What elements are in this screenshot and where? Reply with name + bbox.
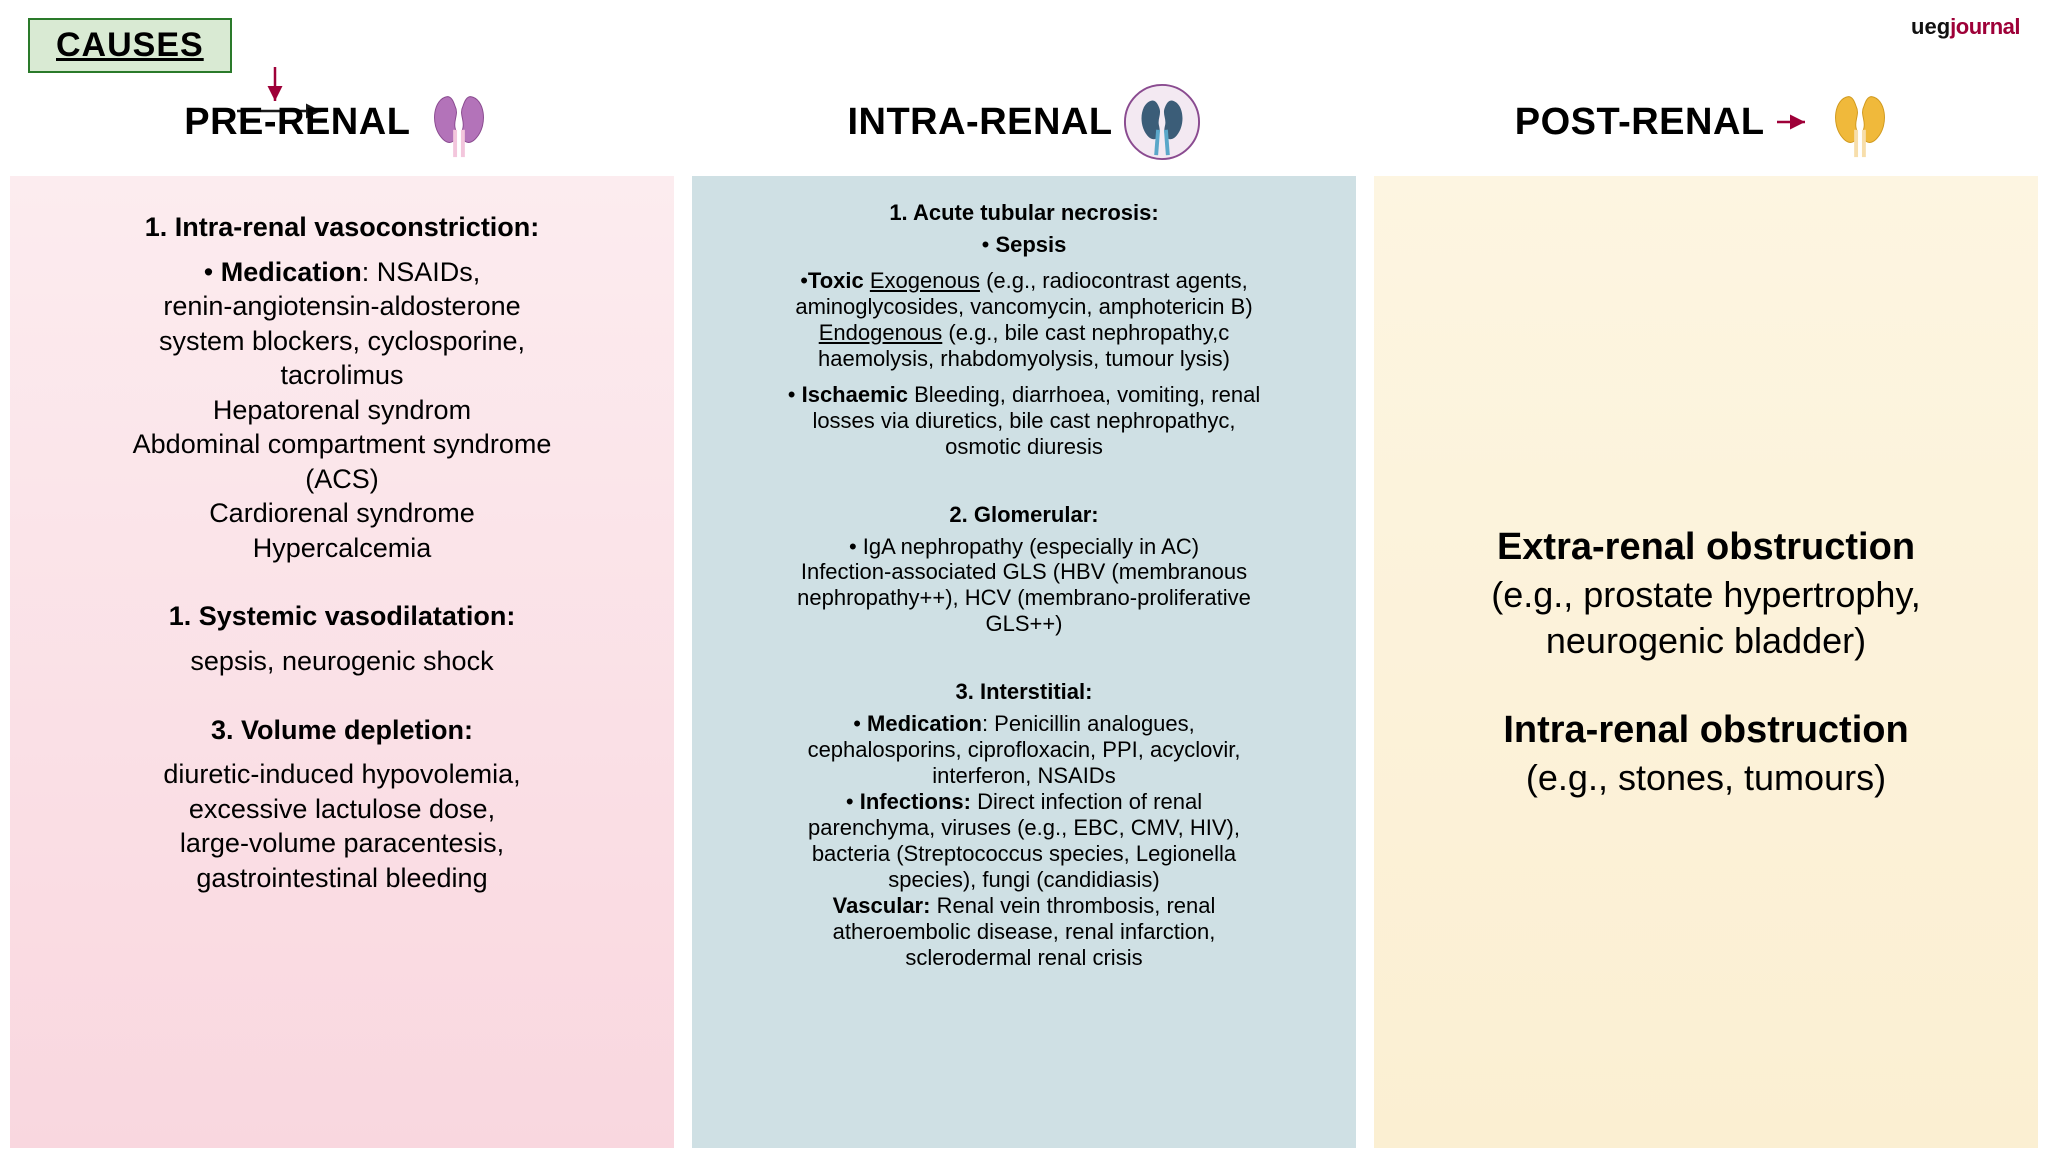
section-head: 1. Intra-renal vasoconstriction: (38, 210, 646, 245)
post-renal-arrow-icon (1775, 112, 1811, 132)
content-line: Abdominal compartment syndrome (38, 427, 646, 462)
section-head: 1. Acute tubular necrosis: (720, 200, 1328, 226)
column-headers: PRE-RENAL INTRA-RENAL POST-RENAL (10, 72, 2038, 172)
pre-renal-title: PRE-RENAL (184, 101, 410, 144)
content-line: sclerodermal renal crisis (720, 945, 1328, 971)
logo-brand: ueg (1911, 14, 1950, 39)
content-line: sepsis, neurogenic shock (38, 644, 646, 679)
content-line: haemolysis, rhabdomyolysis, tumour lysis… (720, 346, 1328, 372)
content-line: system blockers, cyclosporine, (38, 324, 646, 359)
content-line: (ACS) (38, 462, 646, 497)
content-line: losses via diuretics, bile cast nephropa… (720, 408, 1328, 434)
obstruction-head: Intra-renal obstruction (1402, 706, 2010, 755)
content-line: Hepatorenal syndrom (38, 393, 646, 428)
intra-renal-title: INTRA-RENAL (847, 101, 1112, 144)
kidney-icon-pre (420, 83, 498, 161)
obstruction-head: Extra-renal obstruction (1402, 523, 2010, 572)
causes-badge: CAUSES (28, 18, 232, 73)
content-line: • Sepsis (720, 232, 1328, 258)
content-line: Infection-associated GLS (HBV (membranou… (720, 559, 1328, 585)
post-renal-column: Extra-renal obstruction(e.g., prostate h… (1374, 176, 2038, 1148)
content-line: • Ischaemic Bleeding, diarrhoea, vomitin… (720, 382, 1328, 408)
kidney-icon-post (1821, 83, 1899, 161)
kidney-icon-intra (1123, 83, 1201, 161)
content-line: diuretic-induced hypovolemia, (38, 757, 646, 792)
content-line: • IgA nephropathy (especially in AC) (720, 534, 1328, 560)
journal-logo: uegjournal (1911, 14, 2020, 40)
obstruction-sub: (e.g., prostate hypertrophy, neurogenic … (1402, 572, 2010, 664)
content-line: cephalosporins, ciprofloxacin, PPI, acyc… (720, 737, 1328, 763)
section-head: 3. Interstitial: (720, 679, 1328, 705)
content-line: atheroembolic disease, renal infarction, (720, 919, 1328, 945)
post-renal-title: POST-RENAL (1515, 101, 1765, 144)
header-intra-renal: INTRA-RENAL (693, 72, 1356, 172)
content-line: aminoglycosides, vancomycin, amphoterici… (720, 294, 1328, 320)
content-line: GLS++) (720, 611, 1328, 637)
header-pre-renal: PRE-RENAL (10, 72, 673, 172)
content-line: renin-angiotensin-aldosterone (38, 289, 646, 324)
content-line: Endogenous (e.g., bile cast nephropathy,… (720, 320, 1328, 346)
content-line: gastrointestinal bleeding (38, 861, 646, 896)
section-head: 2. Glomerular: (720, 502, 1328, 528)
content-line: tacrolimus (38, 358, 646, 393)
logo-journal: journal (1950, 14, 2020, 39)
content-line: • Infections: Direct infection of renal (720, 789, 1328, 815)
intra-renal-column: 1. Acute tubular necrosis: • Sepsis •Toxic… (692, 176, 1356, 1148)
section-head: 1. Systemic vasodilatation: (38, 599, 646, 634)
content-line: parenchyma, viruses (e.g., EBC, CMV, HIV… (720, 815, 1328, 841)
content-line: • Medication: Penicillin analogues, (720, 711, 1328, 737)
content-line: interferon, NSAIDs (720, 763, 1328, 789)
content-line: Hypercalcemia (38, 531, 646, 566)
content-line: bacteria (Streptococcus species, Legione… (720, 841, 1328, 867)
header-post-renal: POST-RENAL (1375, 72, 2038, 172)
content-line: Cardiorenal syndrome (38, 496, 646, 531)
content-line: species), fungi (candidiasis) (720, 867, 1328, 893)
content-line: • Medication: NSAIDs, (38, 255, 646, 290)
content-line: excessive lactulose dose, (38, 792, 646, 827)
section-head: 3. Volume depletion: (38, 713, 646, 748)
content-line: Vascular: Renal vein thrombosis, renal (720, 893, 1328, 919)
obstruction-sub: (e.g., stones, tumours) (1402, 755, 2010, 801)
content-columns: 1. Intra-renal vasoconstriction: • Medica… (10, 176, 2038, 1148)
pre-renal-column: 1. Intra-renal vasoconstriction: • Medica… (10, 176, 674, 1148)
content-line: nephropathy++), HCV (membrano-proliferat… (720, 585, 1328, 611)
content-line: large-volume paracentesis, (38, 826, 646, 861)
content-line: •Toxic Exogenous (e.g., radiocontrast ag… (720, 268, 1328, 294)
content-line: osmotic diuresis (720, 434, 1328, 460)
